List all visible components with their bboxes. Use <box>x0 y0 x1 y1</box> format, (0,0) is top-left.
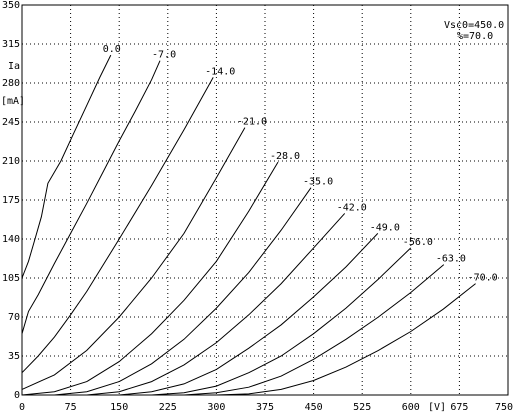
curve <box>86 213 346 396</box>
curve <box>21 77 214 374</box>
annotation: Vsc0=450.0 <box>444 20 504 31</box>
y-tick-label: 140 <box>2 234 20 245</box>
curve <box>54 187 312 396</box>
curve-label: -70.0 <box>468 273 498 284</box>
x-tick-label: 600 <box>402 402 420 413</box>
y-axis-label: Ia <box>8 61 20 72</box>
plot-frame <box>21 4 509 396</box>
curve-label: -42.0 <box>337 202 367 213</box>
x-tick-label: 375 <box>256 402 274 413</box>
curve <box>21 54 112 279</box>
x-tick-label: 0 <box>19 402 25 413</box>
curve-label: 0.0 <box>103 44 121 55</box>
x-tick-label: 75 <box>65 402 77 413</box>
curve-label: -56.0 <box>403 237 433 248</box>
y-tick-label: 315 <box>2 39 20 50</box>
y-axis-unit: [mA] <box>1 96 25 107</box>
x-tick-label: 300 <box>207 402 225 413</box>
x-tick-label: 750 <box>495 402 513 413</box>
x-tick-label: 450 <box>305 402 323 413</box>
curve-label: -35.0 <box>303 177 333 188</box>
y-tick-label: 35 <box>8 351 20 362</box>
curve-label: -28.0 <box>270 151 300 162</box>
x-tick-label: 225 <box>159 402 177 413</box>
curve <box>183 264 445 396</box>
y-tick-label: 350 <box>2 0 20 11</box>
y-tick-label: 105 <box>2 273 20 284</box>
y-tick-label: 245 <box>2 117 20 128</box>
y-tick-label: 175 <box>2 195 20 206</box>
curve <box>216 283 476 396</box>
curve <box>21 60 161 334</box>
x-tick-label: 150 <box>110 402 128 413</box>
curve <box>151 247 412 396</box>
curve <box>119 233 379 396</box>
curve-label: -7.0 <box>152 50 176 61</box>
x-tick-label: 525 <box>353 402 371 413</box>
y-tick-label: 280 <box>2 78 20 89</box>
curve-label: -63.0 <box>436 254 466 265</box>
x-tick-label: 675 <box>450 402 468 413</box>
annotation: %=70.0 <box>457 31 493 42</box>
x-axis-label: [V] <box>428 402 446 413</box>
curve <box>21 161 279 396</box>
y-tick-label: 70 <box>8 312 20 323</box>
curve-label: -49.0 <box>370 222 400 233</box>
y-tick-label: 0 <box>14 390 20 401</box>
y-tick-label: 210 <box>2 156 20 167</box>
curve-label: -14.0 <box>205 66 235 77</box>
curve <box>21 127 246 390</box>
curve-label: -21.0 <box>237 117 267 128</box>
